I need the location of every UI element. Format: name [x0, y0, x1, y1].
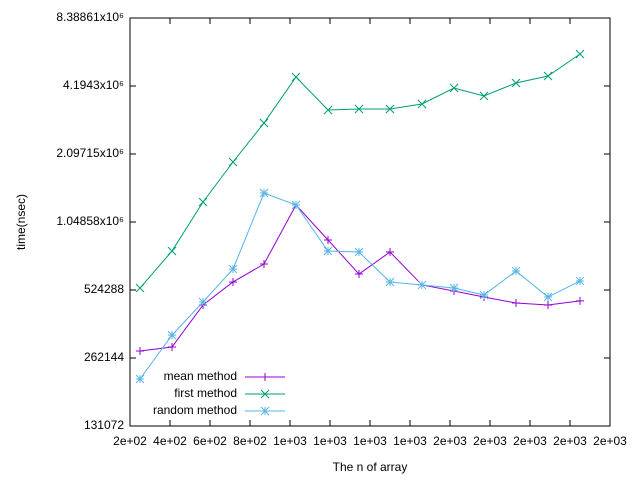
- y-tick-label: 8.38861x10⁶: [56, 10, 124, 24]
- point-marker: [512, 299, 520, 308]
- point-marker: [511, 266, 521, 276]
- plot-border: [129, 17, 611, 427]
- point-marker: [479, 290, 489, 300]
- legend-label: random method: [153, 403, 237, 417]
- point-marker: [479, 91, 489, 101]
- x-tick-label: 1e+03: [273, 434, 307, 448]
- point-marker: [135, 283, 145, 293]
- y-tick-label: 2.09715x10⁶: [56, 146, 124, 160]
- series-line: [139, 192, 581, 380]
- legend-label: first method: [174, 386, 237, 400]
- y-tick-label: 1.04858x10⁶: [56, 214, 124, 228]
- point-marker: [135, 374, 145, 384]
- x-tick-label: 2e+03: [433, 434, 467, 448]
- legend-label: mean method: [164, 369, 237, 383]
- legend-marker: [261, 373, 269, 381]
- x-tick-label: 4e+02: [153, 434, 187, 448]
- x-tick-label: 1e+03: [353, 434, 387, 448]
- point-marker: [323, 105, 333, 115]
- point-marker: [136, 347, 144, 356]
- point-marker: [575, 49, 585, 59]
- x-tick-label: 2e+03: [513, 434, 547, 448]
- x-axis-label: The n of array: [333, 460, 408, 474]
- x-tick-label: 1e+03: [393, 434, 427, 448]
- point-marker: [260, 260, 268, 269]
- series-line: [139, 204, 581, 352]
- x-tick-label: 6e+02: [193, 434, 227, 448]
- point-marker: [291, 200, 301, 210]
- point-marker: [385, 277, 395, 287]
- point-marker: [511, 78, 521, 88]
- x-tick-label: 2e+02: [113, 434, 147, 448]
- point-marker: [167, 246, 177, 256]
- point-marker: [544, 300, 552, 309]
- point-marker: [417, 280, 427, 290]
- point-marker: [385, 104, 395, 114]
- point-marker: [386, 248, 394, 257]
- point-marker: [324, 235, 332, 244]
- point-marker: [228, 264, 238, 274]
- y-tick-label: 131072: [84, 418, 124, 432]
- point-marker: [354, 104, 364, 114]
- point-marker: [228, 157, 238, 167]
- point-marker: [576, 296, 584, 305]
- y-tick-label: 262144: [84, 350, 124, 364]
- point-marker: [259, 188, 269, 198]
- point-marker: [449, 283, 459, 293]
- point-marker: [543, 71, 553, 81]
- x-tick-label: 2e+03: [593, 434, 627, 448]
- y-axis-label: time(nsec): [14, 194, 28, 250]
- y-tick-label: 4.1943x10⁶: [63, 78, 124, 92]
- x-tick-label: 1e+03: [313, 434, 347, 448]
- y-tick-label: 524288: [84, 282, 124, 296]
- point-marker: [229, 277, 237, 286]
- point-marker: [168, 343, 176, 352]
- point-marker: [198, 197, 208, 207]
- point-marker: [449, 83, 459, 93]
- point-marker: [543, 292, 553, 302]
- point-marker: [291, 72, 301, 82]
- point-marker: [417, 99, 427, 109]
- legend-marker: [260, 389, 270, 399]
- point-marker: [354, 247, 364, 257]
- point-marker: [575, 276, 585, 286]
- point-marker: [259, 118, 269, 128]
- x-tick-label: 2e+03: [553, 434, 587, 448]
- point-marker: [167, 330, 177, 340]
- x-tick-label: 8e+02: [233, 434, 267, 448]
- legend-marker: [260, 406, 270, 416]
- point-marker: [355, 270, 363, 279]
- x-tick-label: 2e+03: [473, 434, 507, 448]
- point-marker: [323, 246, 333, 256]
- point-marker: [198, 297, 208, 307]
